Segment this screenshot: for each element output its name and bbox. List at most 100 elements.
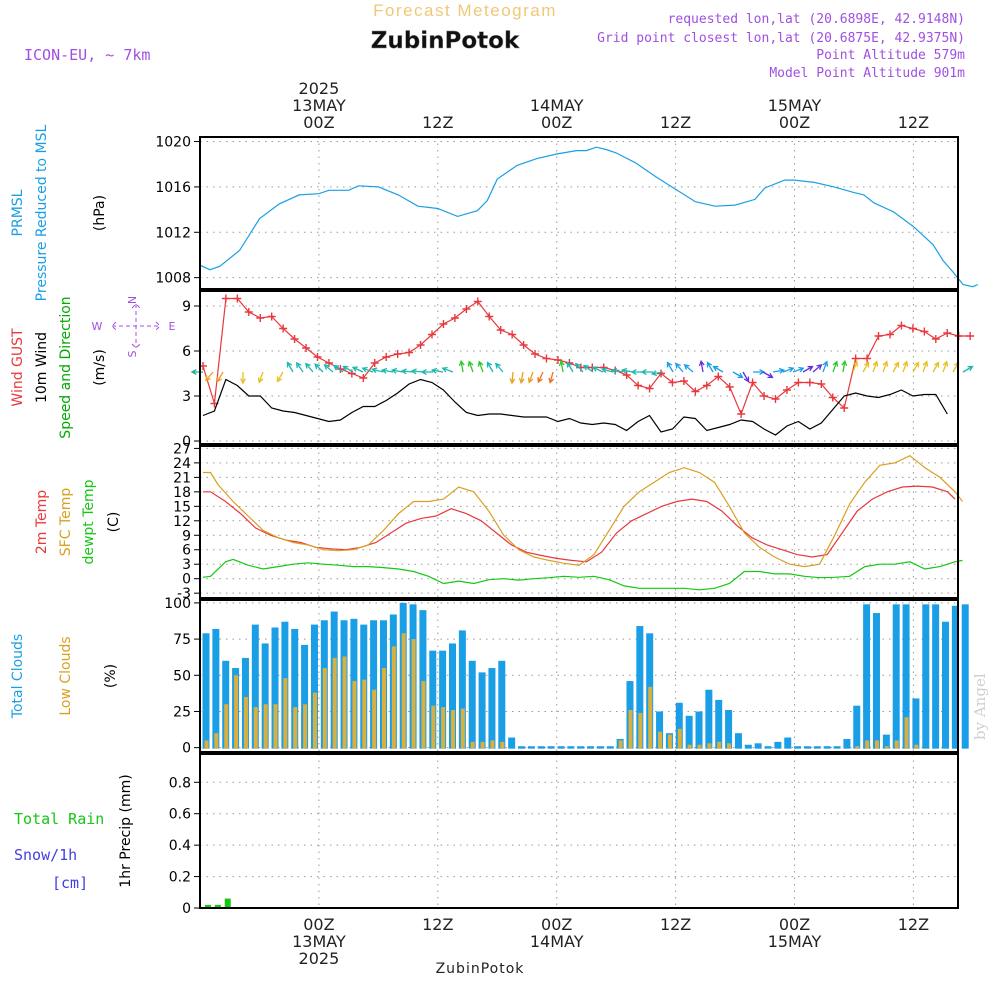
gust-marker	[450, 314, 459, 322]
gust-marker	[908, 324, 917, 333]
wind-direction-arrow	[753, 369, 766, 375]
low-clouds-bar	[460, 708, 465, 749]
low-clouds-bar	[391, 646, 396, 749]
wind-direction-arrow	[772, 367, 786, 374]
wind-direction-arrow	[841, 359, 848, 373]
wind-direction-arrow	[872, 360, 879, 373]
unit-label: (m/s)	[92, 349, 108, 386]
wind-direction-arrow	[792, 366, 805, 373]
wind-direction-arrow	[882, 360, 889, 373]
point-altitude: Point Altitude 579m	[816, 48, 965, 63]
top-time-label: 12Z	[422, 113, 453, 132]
ytick-label: 100	[164, 596, 191, 612]
total-clouds-bar	[202, 633, 210, 749]
wind-direction-arrow	[620, 367, 634, 374]
low-clouds-bar	[303, 704, 308, 749]
gust-marker	[805, 378, 814, 387]
gust-marker	[221, 294, 230, 303]
panel-frame	[199, 136, 959, 290]
gust-marker	[668, 378, 677, 387]
bottom-time-label: 15MAY	[768, 932, 822, 951]
ytick-label: 0	[182, 572, 191, 588]
unit-label: (hPa)	[92, 195, 108, 231]
top-time-label: 15MAY	[768, 96, 822, 115]
low-clouds-bar	[441, 707, 446, 749]
low-clouds-bar	[381, 668, 386, 749]
ytick-label: -3	[177, 586, 191, 602]
gust-marker	[416, 341, 425, 349]
gust-marker	[233, 294, 242, 303]
wind-direction-arrow	[582, 364, 594, 373]
bottom-time-label: 12Z	[660, 915, 691, 934]
low-clouds-bar	[312, 692, 317, 749]
wind-direction-arrow	[286, 361, 294, 373]
total-clouds-bar	[764, 746, 772, 749]
total-clouds-bar	[774, 741, 782, 749]
total-clouds-bar	[271, 627, 279, 749]
low-clouds-bar	[273, 704, 278, 749]
total-clouds-bar	[498, 660, 506, 749]
wind-direction-arrow	[698, 359, 705, 373]
wind-direction-arrow	[295, 361, 304, 373]
total-clouds-bar	[478, 672, 486, 749]
total-clouds-bar	[419, 610, 427, 749]
wind-direction-arrow	[610, 367, 624, 374]
low-clouds-bar	[717, 741, 722, 749]
ytick-label: 9	[182, 528, 191, 544]
ytick-label: 3	[182, 389, 191, 405]
wind-direction-arrow	[912, 361, 920, 373]
ytick-label: 1012	[155, 225, 191, 241]
gust-marker	[794, 378, 803, 387]
total-clouds-bar	[951, 605, 959, 749]
wind-direction-arrow	[852, 360, 859, 373]
gust-marker	[496, 326, 505, 334]
series-sfc-temp	[203, 454, 963, 568]
compass-w: W	[92, 320, 103, 333]
low-clouds-bar	[904, 717, 909, 749]
total-clouds-bar	[803, 746, 811, 749]
low-clouds-bar	[884, 746, 889, 749]
watermark: by Angel	[971, 673, 989, 740]
low-clouds-bar	[204, 740, 209, 749]
gust-marker	[737, 410, 746, 418]
wind-direction-arrow	[390, 367, 404, 374]
gust-marker	[725, 383, 734, 391]
low-clouds-bar	[667, 734, 672, 749]
wind-direction-arrow	[762, 371, 774, 379]
ytick-label: 0	[182, 901, 191, 917]
gust-marker	[874, 332, 883, 340]
gust-marker	[748, 378, 757, 387]
footer-location: ZubinPotok	[436, 961, 525, 977]
total-clouds-bar	[932, 604, 940, 749]
label-prmsl: PRMSL	[10, 189, 26, 236]
total-clouds-bar	[715, 699, 723, 749]
wind-direction-arrow	[323, 364, 334, 373]
gust-marker	[382, 353, 391, 361]
wind-direction-arrow	[371, 367, 384, 374]
wind-direction-arrow	[361, 366, 374, 373]
label-pressure-msl: Pressure Reduced to MSL	[34, 124, 50, 301]
gust-marker	[553, 356, 562, 364]
low-clouds-bar	[234, 675, 239, 749]
low-clouds-bar	[648, 686, 653, 749]
total-clouds-bar	[310, 624, 318, 749]
total-clouds-bar	[606, 746, 614, 749]
model-label: ICON-EU, ~ 7km	[24, 46, 150, 64]
total-clouds-bar	[784, 737, 792, 749]
wind-direction-arrow	[802, 365, 814, 373]
panel-frame	[199, 445, 959, 599]
bottom-time-label: 2025	[299, 949, 340, 968]
low-clouds-bar	[431, 705, 436, 749]
wind-direction-arrow	[205, 371, 214, 382]
requested-point: requested lon,lat (20.6898E, 42.9148N)	[668, 12, 965, 27]
ytick-label: 0	[182, 434, 191, 450]
wind-direction-arrow	[732, 371, 744, 379]
bottom-time-label: 00Z	[541, 915, 572, 934]
low-clouds-bar	[401, 633, 406, 749]
total-clouds-bar	[636, 626, 644, 749]
total-clouds-bar	[577, 746, 585, 749]
top-time-label: 00Z	[303, 113, 334, 132]
total-clouds-bar	[705, 689, 713, 749]
total-clouds-bar	[961, 604, 969, 749]
